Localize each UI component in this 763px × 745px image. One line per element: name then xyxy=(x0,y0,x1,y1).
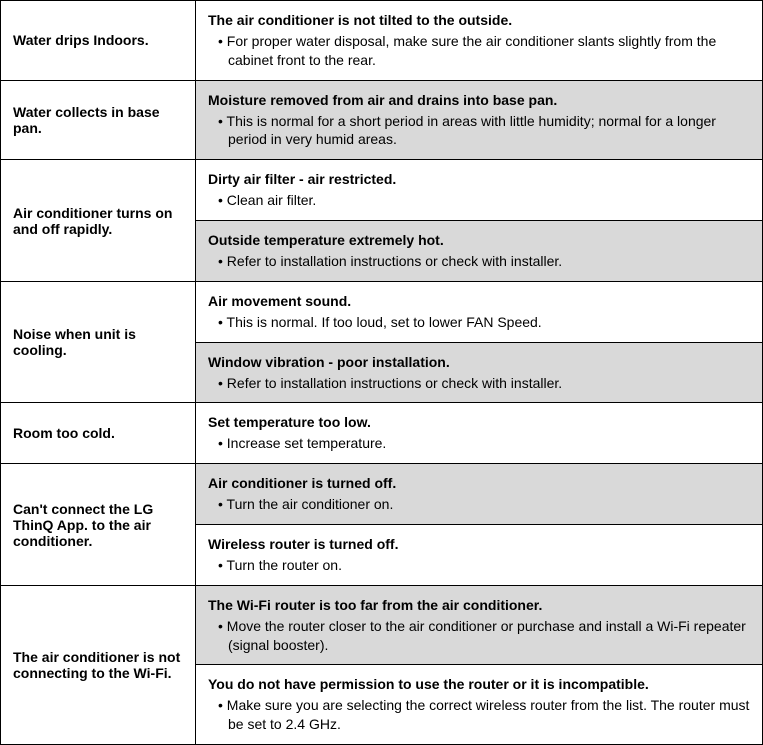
cause-text: Moisture removed from air and drains int… xyxy=(208,91,750,110)
note-text: Clean air filter. xyxy=(208,191,750,210)
cause-text: Wireless router is turned off. xyxy=(208,535,750,554)
solution-cell: The air conditioner is not tilted to the… xyxy=(196,1,763,81)
solution-cell: Outside temperature extremely hot. Refer … xyxy=(196,221,763,282)
note-text: Turn the air conditioner on. xyxy=(208,495,750,514)
solution-cell: Air movement sound. This is normal. If to… xyxy=(196,281,763,342)
solution-cell: Set temperature too low. Increase set tem… xyxy=(196,403,763,464)
symptom-cell: Can't connect the LG ThinQ App. to the a… xyxy=(1,464,196,586)
symptom-cell: Room too cold. xyxy=(1,403,196,464)
table-row: The air conditioner is not connecting to… xyxy=(1,585,763,665)
cause-text: Air conditioner is turned off. xyxy=(208,474,750,493)
note-text: This is normal. If too loud, set to lowe… xyxy=(208,313,750,332)
cause-text: Outside temperature extremely hot. xyxy=(208,231,750,250)
note-text: Turn the router on. xyxy=(208,556,750,575)
table-row: Air conditioner turns on and off rapidly… xyxy=(1,160,763,221)
symptom-cell: The air conditioner is not connecting to… xyxy=(1,585,196,744)
table-row: Noise when unit is cooling.Air movement … xyxy=(1,281,763,342)
solution-cell: Wireless router is turned off. Turn the r… xyxy=(196,525,763,586)
table-row: Water collects in base pan. Moisture remo… xyxy=(1,80,763,160)
solution-cell: The Wi-Fi router is too far from the air… xyxy=(196,585,763,665)
solution-cell: Moisture removed from air and drains int… xyxy=(196,80,763,160)
table-row: Water drips Indoors. The air conditioner … xyxy=(1,1,763,81)
note-text: Refer to installation instructions or ch… xyxy=(208,252,750,271)
symptom-cell: Air conditioner turns on and off rapidly… xyxy=(1,160,196,282)
cause-text: Set temperature too low. xyxy=(208,413,750,432)
note-text: Refer to installation instructions or ch… xyxy=(208,374,750,393)
table-row: Room too cold. Set temperature too low. In… xyxy=(1,403,763,464)
table-row: Can't connect the LG ThinQ App. to the a… xyxy=(1,464,763,525)
symptom-cell: Water drips Indoors. xyxy=(1,1,196,81)
cause-text: Air movement sound. xyxy=(208,292,750,311)
note-text: This is normal for a short period in are… xyxy=(208,112,750,150)
symptom-cell: Noise when unit is cooling. xyxy=(1,281,196,403)
cause-text: Window vibration - poor installation. xyxy=(208,353,750,372)
note-text: Increase set temperature. xyxy=(208,434,750,453)
symptom-cell: Water collects in base pan. xyxy=(1,80,196,160)
cause-text: The air conditioner is not tilted to the… xyxy=(208,11,750,30)
note-text: For proper water disposal, make sure the… xyxy=(208,32,750,70)
note-text: Make sure you are selecting the correct … xyxy=(208,696,750,734)
solution-cell: You do not have permission to use the ro… xyxy=(196,665,763,745)
solution-cell: Dirty air filter - air restricted. Clean … xyxy=(196,160,763,221)
note-text: Move the router closer to the air condit… xyxy=(208,617,750,655)
cause-text: Dirty air filter - air restricted. xyxy=(208,170,750,189)
solution-cell: Window vibration - poor installation. Ref… xyxy=(196,342,763,403)
solution-cell: Air conditioner is turned off. Turn the a… xyxy=(196,464,763,525)
cause-text: The Wi-Fi router is too far from the air… xyxy=(208,596,750,615)
troubleshooting-table: Water drips Indoors. The air conditioner … xyxy=(0,0,763,745)
cause-text: You do not have permission to use the ro… xyxy=(208,675,750,694)
table-body: Water drips Indoors. The air conditioner … xyxy=(1,1,763,745)
